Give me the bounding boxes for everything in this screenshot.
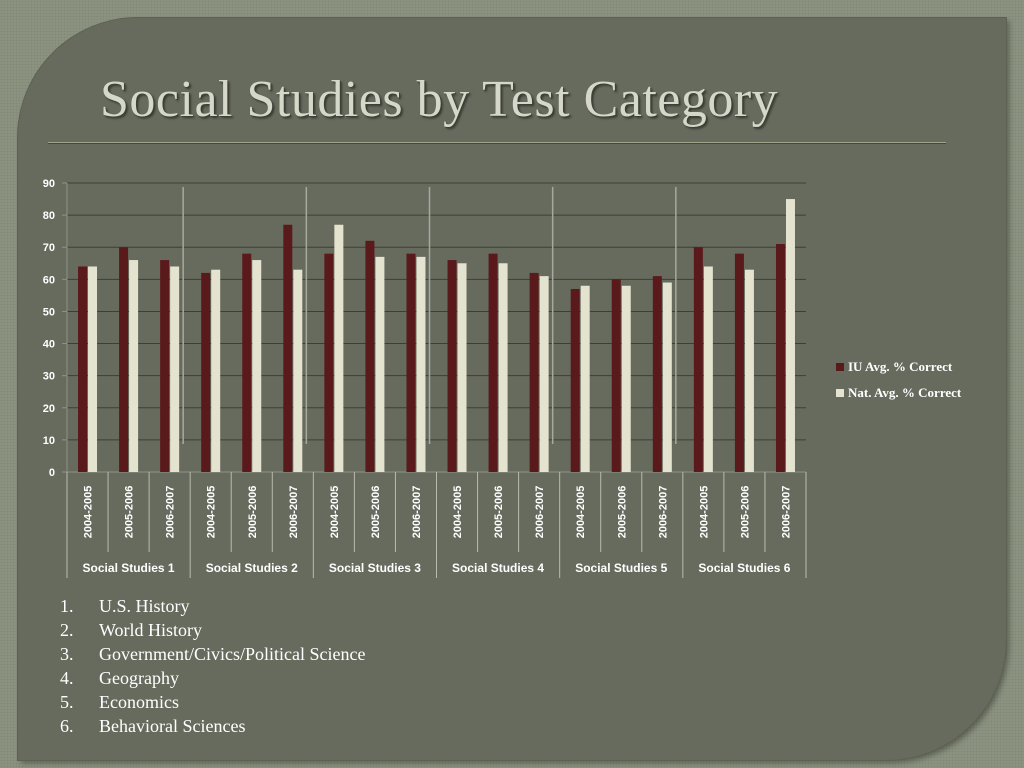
bar-nat [703, 266, 713, 472]
bar-nat [129, 260, 139, 472]
bar-iu [242, 253, 252, 472]
y-tick-label: 20 [43, 403, 55, 415]
x-tick-label: 2005-2006 [124, 486, 136, 539]
x-tick-label: 2004-2005 [329, 486, 341, 539]
bar-nat [785, 199, 795, 473]
x-tick-label: 2005-2006 [493, 486, 505, 539]
bar-nat [498, 263, 508, 472]
category-list: 1. U.S. History 2. World History 3. Governm… [60, 594, 365, 738]
bar-iu [734, 253, 744, 472]
x-tick-label: 2006-2007 [165, 486, 177, 539]
list-item: 4. Geography [60, 668, 179, 688]
bar-nat [457, 263, 467, 472]
x-tick-label: 2006-2007 [780, 486, 792, 539]
bar-nat [662, 282, 672, 472]
bar-iu [78, 266, 88, 472]
bar-iu [488, 253, 498, 472]
y-tick-label: 70 [43, 242, 55, 254]
group-label: Social Studies 6 [698, 561, 790, 575]
group-label: Social Studies 5 [575, 561, 667, 575]
bar-nat [621, 285, 631, 472]
group-label: Social Studies 3 [329, 561, 421, 575]
group-label: Social Studies 2 [206, 561, 298, 575]
x-tick-label: 2006-2007 [534, 486, 546, 539]
page-title: Social Studies by Test Category [100, 71, 779, 128]
bar-nat [416, 256, 426, 472]
list-item: 3. Government/Civics/Political Science [60, 644, 366, 664]
x-tick-label: 2005-2006 [616, 486, 628, 539]
legend-swatch-nat [836, 389, 844, 397]
chart-legend: IU Avg. % Correct Nat. Avg. % Correct [836, 354, 961, 406]
x-tick-label: 2006-2007 [411, 486, 423, 539]
legend-label-nat: Nat. Avg. % Correct [848, 385, 962, 400]
x-tick-label: 2005-2006 [370, 486, 382, 539]
x-tick-label: 2006-2007 [288, 486, 300, 539]
list-item: 2. World History [60, 620, 203, 640]
list-item: 1. U.S. History [60, 596, 190, 616]
bar-nat [539, 276, 549, 472]
y-tick-label: 50 [43, 306, 55, 318]
list-item: 5. Economics [60, 692, 179, 712]
bar-nat [293, 269, 303, 472]
x-tick-label: 2004-2005 [83, 486, 95, 539]
bar-iu [119, 247, 129, 472]
x-tick-label: 2006-2007 [657, 486, 669, 539]
group-label: Social Studies 4 [452, 561, 544, 575]
y-tick-label: 60 [43, 274, 55, 286]
title-divider [48, 142, 946, 144]
bar-nat [211, 269, 221, 472]
legend-label-iu: IU Avg. % Correct [848, 359, 953, 374]
bar-iu [283, 224, 293, 472]
y-tick-label: 40 [43, 339, 55, 351]
bar-iu [406, 253, 416, 472]
bar-nat [334, 224, 344, 472]
list-item: 6. Behavioral Sciences [60, 716, 246, 736]
bar-iu [775, 244, 785, 472]
bar-iu [447, 260, 457, 472]
bar-nat [170, 266, 180, 472]
y-tick-label: 80 [43, 210, 55, 222]
x-tick-label: 2005-2006 [247, 486, 259, 539]
bar-iu [611, 279, 621, 472]
legend-swatch-iu [836, 363, 844, 371]
y-tick-label: 0 [49, 467, 55, 479]
y-tick-label: 10 [43, 435, 55, 447]
bar-iu [160, 260, 170, 472]
bar-iu [324, 253, 334, 472]
group-label: Social Studies 1 [83, 561, 175, 575]
y-tick-label: 90 [43, 178, 55, 190]
bar-iu [529, 272, 539, 472]
x-tick-label: 2005-2006 [739, 486, 751, 539]
bar-nat [375, 256, 385, 472]
bar-nat [88, 266, 98, 472]
bar-nat [744, 269, 754, 472]
bar-iu [201, 272, 211, 472]
bar-iu [652, 276, 662, 472]
bar-iu [693, 247, 703, 472]
legend-item-nat: Nat. Avg. % Correct [836, 380, 961, 406]
bar-iu [570, 288, 580, 472]
x-tick-label: 2004-2005 [206, 486, 218, 539]
bar-iu [365, 240, 375, 472]
x-tick-label: 2004-2005 [452, 486, 464, 539]
x-tick-label: 2004-2005 [575, 486, 587, 539]
bar-nat [252, 260, 262, 472]
y-tick-label: 30 [43, 371, 55, 383]
legend-item-iu: IU Avg. % Correct [836, 354, 961, 380]
bar-nat [580, 285, 590, 472]
x-tick-label: 2004-2005 [698, 486, 710, 539]
